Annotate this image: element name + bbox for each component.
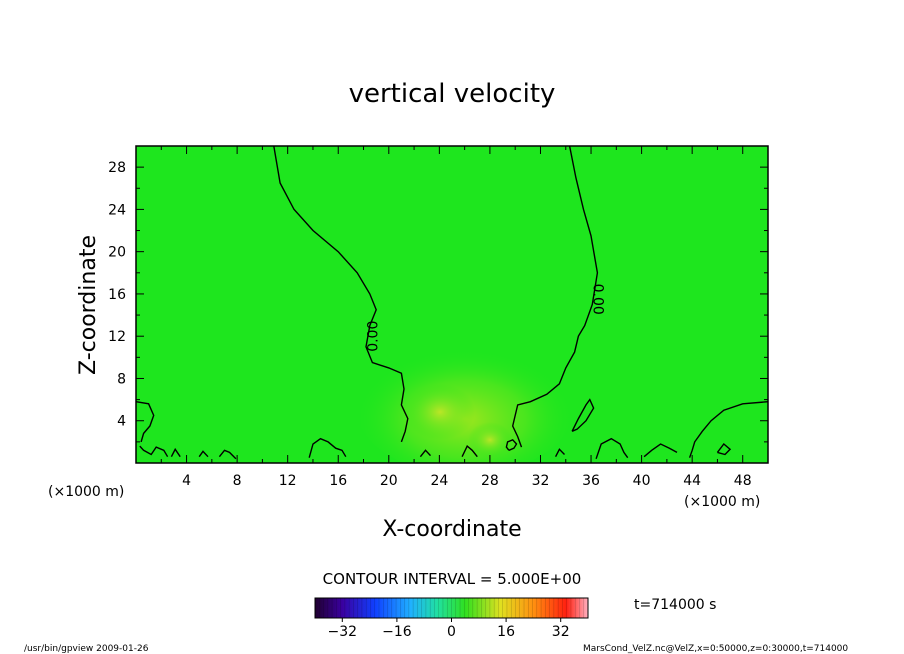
x-axis-label: X-coordinate: [382, 517, 521, 542]
x-tick-label: 24: [430, 473, 448, 489]
contour-surface-noise-f: [198, 450, 209, 458]
contour-label: 0.00: [366, 321, 382, 352]
contour-surface-noise-b: [308, 437, 347, 458]
contour-surface-noise-g: [218, 449, 237, 460]
contour-interval: CONTOUR INTERVAL = 5.000E+00: [323, 570, 582, 588]
contour-surface-noise-i: [461, 444, 478, 458]
x-tick-label: 28: [481, 473, 499, 489]
y-tick-label: 16: [108, 287, 126, 303]
chart-title: vertical velocity: [349, 79, 556, 109]
y-tick-label: 24: [108, 202, 126, 218]
y-tick-label: 20: [108, 245, 126, 261]
y-tick-label: 4: [117, 414, 126, 430]
colorbar-ticks: −32 −16 0 16 32: [328, 618, 570, 640]
contour-surface-noise-k: [716, 442, 732, 456]
x-tick-label: 36: [582, 473, 600, 489]
colorbar-tick-label: 32: [552, 624, 570, 640]
y-axis: 4 8 12 16 20 24 28: [108, 160, 768, 443]
contour-small-ellipse-1: [571, 398, 595, 432]
colorbar-tick-label: −16: [382, 624, 412, 640]
y-tick-label: 12: [108, 329, 126, 345]
footer-right: MarsCond_VelZ.nc@VelZ,x=0:50000,z=0:3000…: [583, 644, 848, 654]
x-tick-label: 40: [633, 473, 651, 489]
plot-field: [136, 146, 768, 463]
contour-surface-noise-c: [595, 437, 629, 460]
footer-left: /usr/bin/gpview 2009-01-26: [24, 644, 149, 654]
contour-label: 0.00: [589, 284, 605, 315]
contour-right-zero: [511, 146, 599, 448]
y-unit-label: (×1000 m): [48, 484, 124, 500]
contour-surface-noise-a: [139, 445, 169, 458]
warm-core: [405, 384, 475, 440]
time-label: t=714000 s: [634, 597, 716, 613]
contour-labels: 0.00 0.00: [366, 284, 606, 352]
y-tick-label: 28: [108, 160, 126, 176]
warm-core-2: [468, 422, 512, 458]
contour-small-ellipse-2: [505, 438, 518, 451]
x-tick-label: 12: [279, 473, 297, 489]
y-axis-label: Z-coordinate: [76, 235, 101, 375]
contour-surface-noise-h: [419, 449, 432, 458]
x-tick-label: 4: [182, 473, 191, 489]
contour-surface-noise-e: [170, 447, 181, 458]
x-tick-label: 32: [532, 473, 550, 489]
colorbar-tick-label: 16: [497, 624, 515, 640]
x-tick-label: 44: [683, 473, 701, 489]
contour-surface-noise-j: [554, 448, 565, 458]
x-tick-label: 48: [734, 473, 752, 489]
colorbar-tick-label: −32: [328, 624, 358, 640]
x-tick-label: 16: [329, 473, 347, 489]
contour-lines: [136, 146, 768, 460]
y-tick-label: 8: [117, 371, 126, 387]
x-tick-label: 20: [380, 473, 398, 489]
colorbar-segments: [319, 598, 584, 618]
colorbar-tick-label: 0: [447, 624, 456, 640]
x-unit-label: (×1000 m): [684, 494, 760, 510]
plot-frame: [135, 145, 769, 464]
contour-surface-noise-d: [643, 443, 678, 458]
contour-right-bottom: [688, 401, 768, 458]
contour-left-zero: [273, 146, 409, 443]
contour-left-bottom: [136, 401, 155, 443]
x-tick-label: 8: [233, 473, 242, 489]
x-axis: 4 8 12 16 20 24 28 32 36 40 44 48: [160, 146, 752, 489]
